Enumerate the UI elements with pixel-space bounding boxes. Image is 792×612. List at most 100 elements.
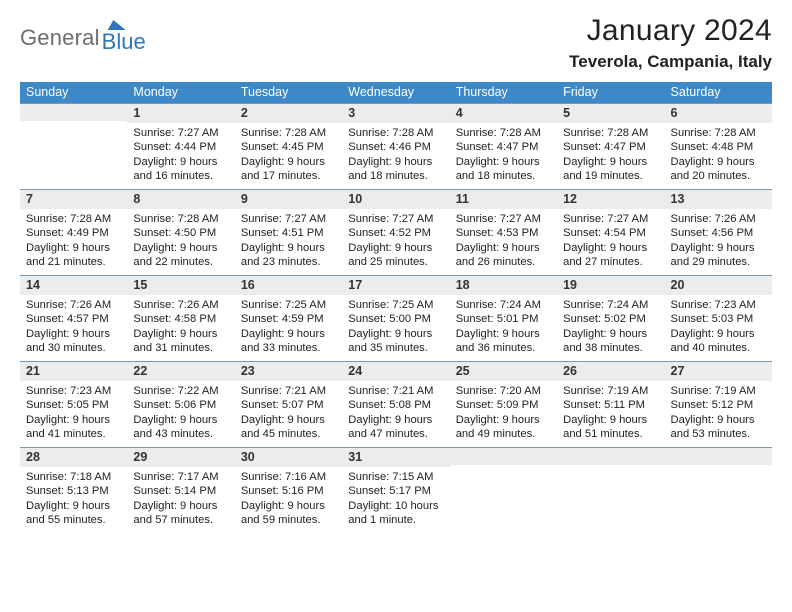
day-body: Sunrise: 7:27 AMSunset: 4:53 PMDaylight:…	[450, 209, 557, 271]
day-line: Sunrise: 7:28 AM	[133, 212, 228, 226]
day-line: Daylight: 9 hours	[133, 413, 228, 427]
day-number: 7	[20, 189, 127, 209]
day-line: and 1 minute.	[348, 513, 443, 527]
day-line: and 26 minutes.	[456, 255, 551, 269]
logo: General Blue	[20, 14, 146, 55]
day-number: 10	[342, 189, 449, 209]
day-line: Daylight: 9 hours	[133, 499, 228, 513]
calendar-cell: 5Sunrise: 7:28 AMSunset: 4:47 PMDaylight…	[557, 103, 664, 189]
calendar-cell: 19Sunrise: 7:24 AMSunset: 5:02 PMDayligh…	[557, 275, 664, 361]
day-number	[557, 447, 664, 465]
month-title: January 2024	[569, 14, 772, 48]
day-line: Daylight: 9 hours	[241, 155, 336, 169]
calendar-row: 1Sunrise: 7:27 AMSunset: 4:44 PMDaylight…	[20, 103, 772, 189]
calendar-cell: 9Sunrise: 7:27 AMSunset: 4:51 PMDaylight…	[235, 189, 342, 275]
day-line: Sunset: 5:05 PM	[26, 398, 121, 412]
day-line: Sunset: 5:17 PM	[348, 484, 443, 498]
logo-mark: Blue	[102, 20, 146, 55]
weekday-header: Friday	[557, 82, 664, 103]
day-number: 2	[235, 103, 342, 123]
day-line: and 36 minutes.	[456, 341, 551, 355]
day-line: and 57 minutes.	[133, 513, 228, 527]
day-line: Sunset: 5:11 PM	[563, 398, 658, 412]
day-line: Sunset: 4:59 PM	[241, 312, 336, 326]
day-number: 29	[127, 447, 234, 467]
day-line: Sunrise: 7:24 AM	[456, 298, 551, 312]
day-line: Sunrise: 7:19 AM	[671, 384, 766, 398]
day-line: Sunrise: 7:26 AM	[133, 298, 228, 312]
day-line: Daylight: 9 hours	[348, 413, 443, 427]
day-number: 16	[235, 275, 342, 295]
calendar-row: 21Sunrise: 7:23 AMSunset: 5:05 PMDayligh…	[20, 361, 772, 447]
day-body: Sunrise: 7:28 AMSunset: 4:46 PMDaylight:…	[342, 123, 449, 185]
day-line: Daylight: 9 hours	[133, 327, 228, 341]
day-body	[450, 465, 557, 470]
day-line: Daylight: 10 hours	[348, 499, 443, 513]
day-body: Sunrise: 7:28 AMSunset: 4:49 PMDaylight:…	[20, 209, 127, 271]
day-body: Sunrise: 7:17 AMSunset: 5:14 PMDaylight:…	[127, 467, 234, 529]
day-line: Sunrise: 7:23 AM	[26, 384, 121, 398]
day-line: Sunrise: 7:25 AM	[241, 298, 336, 312]
weekday-header: Tuesday	[235, 82, 342, 103]
day-line: and 18 minutes.	[348, 169, 443, 183]
day-line: and 40 minutes.	[671, 341, 766, 355]
calendar-table: SundayMondayTuesdayWednesdayThursdayFrid…	[20, 82, 772, 533]
day-number: 28	[20, 447, 127, 467]
day-line: and 35 minutes.	[348, 341, 443, 355]
day-body: Sunrise: 7:27 AMSunset: 4:52 PMDaylight:…	[342, 209, 449, 271]
day-number: 19	[557, 275, 664, 295]
day-line: and 29 minutes.	[671, 255, 766, 269]
calendar-cell: 20Sunrise: 7:23 AMSunset: 5:03 PMDayligh…	[665, 275, 772, 361]
day-body: Sunrise: 7:24 AMSunset: 5:02 PMDaylight:…	[557, 295, 664, 357]
day-number	[450, 447, 557, 465]
day-body: Sunrise: 7:19 AMSunset: 5:12 PMDaylight:…	[665, 381, 772, 443]
day-line: Sunrise: 7:16 AM	[241, 470, 336, 484]
day-line: Daylight: 9 hours	[671, 241, 766, 255]
day-body: Sunrise: 7:16 AMSunset: 5:16 PMDaylight:…	[235, 467, 342, 529]
day-line: Sunset: 4:47 PM	[563, 140, 658, 154]
day-body	[665, 465, 772, 470]
day-number: 4	[450, 103, 557, 123]
day-number: 11	[450, 189, 557, 209]
day-body	[557, 465, 664, 470]
day-number: 13	[665, 189, 772, 209]
calendar-cell: 8Sunrise: 7:28 AMSunset: 4:50 PMDaylight…	[127, 189, 234, 275]
day-body: Sunrise: 7:28 AMSunset: 4:47 PMDaylight:…	[557, 123, 664, 185]
day-line: Sunset: 5:13 PM	[26, 484, 121, 498]
day-number: 26	[557, 361, 664, 381]
calendar-row: 7Sunrise: 7:28 AMSunset: 4:49 PMDaylight…	[20, 189, 772, 275]
day-line: and 49 minutes.	[456, 427, 551, 441]
calendar-cell: 30Sunrise: 7:16 AMSunset: 5:16 PMDayligh…	[235, 447, 342, 533]
day-line: Daylight: 9 hours	[671, 327, 766, 341]
day-line: Sunset: 5:16 PM	[241, 484, 336, 498]
day-line: and 38 minutes.	[563, 341, 658, 355]
calendar-cell: 17Sunrise: 7:25 AMSunset: 5:00 PMDayligh…	[342, 275, 449, 361]
calendar-cell: 27Sunrise: 7:19 AMSunset: 5:12 PMDayligh…	[665, 361, 772, 447]
calendar-cell: 29Sunrise: 7:17 AMSunset: 5:14 PMDayligh…	[127, 447, 234, 533]
calendar-row: 28Sunrise: 7:18 AMSunset: 5:13 PMDayligh…	[20, 447, 772, 533]
day-line: Sunset: 4:51 PM	[241, 226, 336, 240]
calendar-cell	[20, 103, 127, 189]
day-number: 1	[127, 103, 234, 123]
day-line: Sunset: 5:07 PM	[241, 398, 336, 412]
day-line: and 25 minutes.	[348, 255, 443, 269]
day-number: 18	[450, 275, 557, 295]
day-line: Sunrise: 7:25 AM	[348, 298, 443, 312]
day-body: Sunrise: 7:15 AMSunset: 5:17 PMDaylight:…	[342, 467, 449, 529]
day-number: 24	[342, 361, 449, 381]
day-number: 23	[235, 361, 342, 381]
day-body: Sunrise: 7:23 AMSunset: 5:05 PMDaylight:…	[20, 381, 127, 443]
day-body: Sunrise: 7:28 AMSunset: 4:47 PMDaylight:…	[450, 123, 557, 185]
day-line: Sunrise: 7:27 AM	[563, 212, 658, 226]
day-line: Sunrise: 7:27 AM	[241, 212, 336, 226]
day-number: 6	[665, 103, 772, 123]
day-line: Sunset: 5:08 PM	[348, 398, 443, 412]
day-line: Sunrise: 7:28 AM	[348, 126, 443, 140]
day-number: 25	[450, 361, 557, 381]
day-line: Sunrise: 7:26 AM	[671, 212, 766, 226]
calendar-cell: 1Sunrise: 7:27 AMSunset: 4:44 PMDaylight…	[127, 103, 234, 189]
day-line: Sunset: 4:57 PM	[26, 312, 121, 326]
day-line: Sunrise: 7:17 AM	[133, 470, 228, 484]
day-body: Sunrise: 7:19 AMSunset: 5:11 PMDaylight:…	[557, 381, 664, 443]
day-line: and 53 minutes.	[671, 427, 766, 441]
